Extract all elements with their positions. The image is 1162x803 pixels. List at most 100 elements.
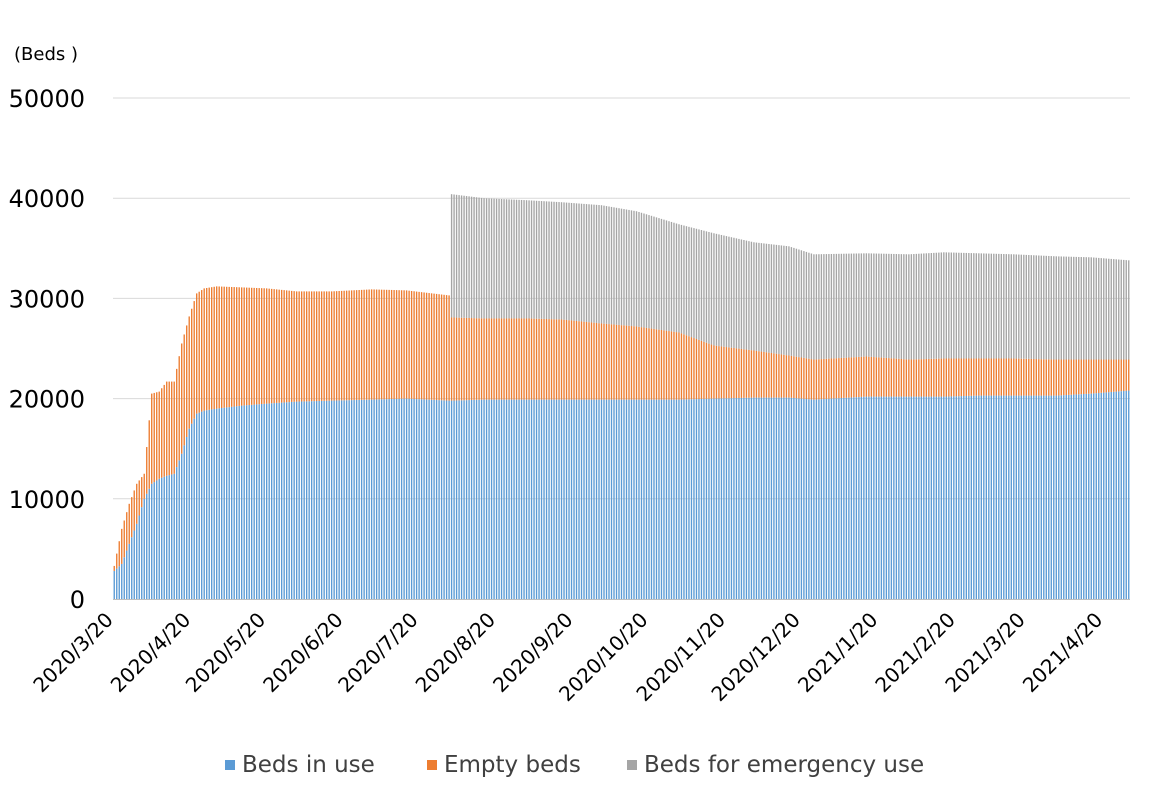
bar-beds-in-use [363,399,365,599]
bar-beds-in-use [565,399,568,599]
bar-beds-in-use [1013,395,1015,599]
bar-beds-for-emergency-use [903,254,905,360]
bar-beds-in-use [1008,395,1010,599]
bar-beds-for-emergency-use [1100,258,1102,360]
bar-beds-in-use [905,396,908,599]
bar-beds-in-use [1003,395,1005,599]
bar-empty-beds [883,357,885,397]
bar-beds-for-emergency-use [463,195,465,318]
bar-empty-beds [818,359,820,400]
bar-beds-in-use [940,396,943,599]
bar-beds-for-emergency-use [1010,254,1012,359]
bar-beds-in-use [898,396,900,599]
bar-beds-for-emergency-use [540,201,543,319]
bar-empty-beds [665,330,668,400]
bar-beds-in-use [933,396,935,599]
bar-empty-beds [973,358,975,396]
bar-beds-for-emergency-use [865,253,868,357]
bar-beds-for-emergency-use [753,242,755,351]
bar-beds-in-use [723,398,725,599]
bar-beds-for-emergency-use [893,253,895,359]
bar-empty-beds [435,293,438,401]
bar-beds-in-use [173,473,175,599]
bar-beds-in-use [943,396,945,599]
bar-beds-for-emergency-use [468,196,470,318]
bar-beds-in-use [883,396,885,599]
stacked-bars [113,194,1130,599]
bar-beds-in-use [183,445,185,599]
bar-beds-for-emergency-use [880,253,883,358]
bar-beds-in-use [460,400,463,599]
bar-beds-in-use [743,397,745,599]
bar-beds-in-use [805,399,808,599]
bar-beds-in-use [380,399,383,599]
bar-beds-in-use [623,399,625,599]
bar-beds-for-emergency-use [683,225,685,335]
bar-beds-in-use [435,400,438,599]
bar-beds-in-use [335,400,338,599]
bar-empty-beds [550,319,553,400]
bar-empty-beds [935,358,938,397]
bar-empty-beds [433,293,435,400]
bar-empty-beds [648,328,650,400]
bar-beds-for-emergency-use [915,253,918,360]
bar-empty-beds [1030,358,1032,396]
bar-beds-in-use [420,399,423,599]
bar-beds-in-use [398,398,400,599]
bar-beds-in-use [385,399,388,599]
bar-beds-for-emergency-use [783,245,785,355]
bar-beds-in-use [223,407,225,599]
bar-empty-beds [453,317,455,401]
bar-beds-in-use [1058,395,1060,599]
bar-beds-in-use [505,399,508,599]
bar-beds-in-use [773,397,775,599]
bar-beds-in-use [1040,395,1042,599]
bar-beds-in-use [950,396,953,599]
bar-empty-beds [403,290,405,399]
bar-beds-in-use [800,398,803,599]
bar-beds-for-emergency-use [735,238,738,349]
bar-beds-for-emergency-use [873,253,875,358]
bar-beds-for-emergency-use [1105,258,1107,360]
x-tick-label: 2020/3/20 [28,608,117,697]
bar-empty-beds [228,286,230,408]
bar-beds-for-emergency-use [1040,255,1042,360]
bar-beds-in-use [395,398,398,599]
bar-beds-for-emergency-use [740,239,743,349]
bar-beds-for-emergency-use [1070,256,1072,360]
bar-empty-beds [693,338,695,400]
bar-beds-in-use [925,396,928,599]
bar-beds-in-use [483,399,485,599]
bar-beds-in-use [373,399,375,599]
bar-empty-beds [263,288,265,404]
bar-beds-for-emergency-use [515,199,518,319]
bar-beds-in-use [465,400,468,599]
bar-empty-beds [1123,359,1125,391]
bar-empty-beds [510,318,513,400]
bar-beds-in-use [1005,395,1007,599]
bar-empty-beds [1043,359,1045,396]
bar-beds-for-emergency-use [563,202,565,320]
bar-beds-in-use [360,399,363,599]
bar-beds-in-use [1123,390,1125,599]
y-tick-label: 0 [70,586,85,614]
bar-empty-beds [470,318,473,400]
bar-empty-beds [295,291,298,402]
bar-beds-for-emergency-use [573,203,575,321]
bar-empty-beds [488,318,490,400]
bar-beds-in-use [468,400,470,599]
bar-beds-for-emergency-use [618,208,620,325]
bar-empty-beds [768,352,770,398]
bar-beds-in-use [913,396,915,599]
bar-beds-in-use [213,409,215,599]
bar-empty-beds [1020,358,1022,396]
bar-empty-beds [166,381,168,476]
bar-empty-beds [750,350,753,398]
bar-beds-for-emergency-use [513,199,515,319]
bar-empty-beds [820,359,823,400]
bar-beds-for-emergency-use [1085,257,1087,360]
bar-beds-for-emergency-use [978,253,980,359]
bar-beds-in-use [473,399,475,599]
bar-empty-beds [238,287,240,406]
bar-empty-beds [655,329,658,400]
